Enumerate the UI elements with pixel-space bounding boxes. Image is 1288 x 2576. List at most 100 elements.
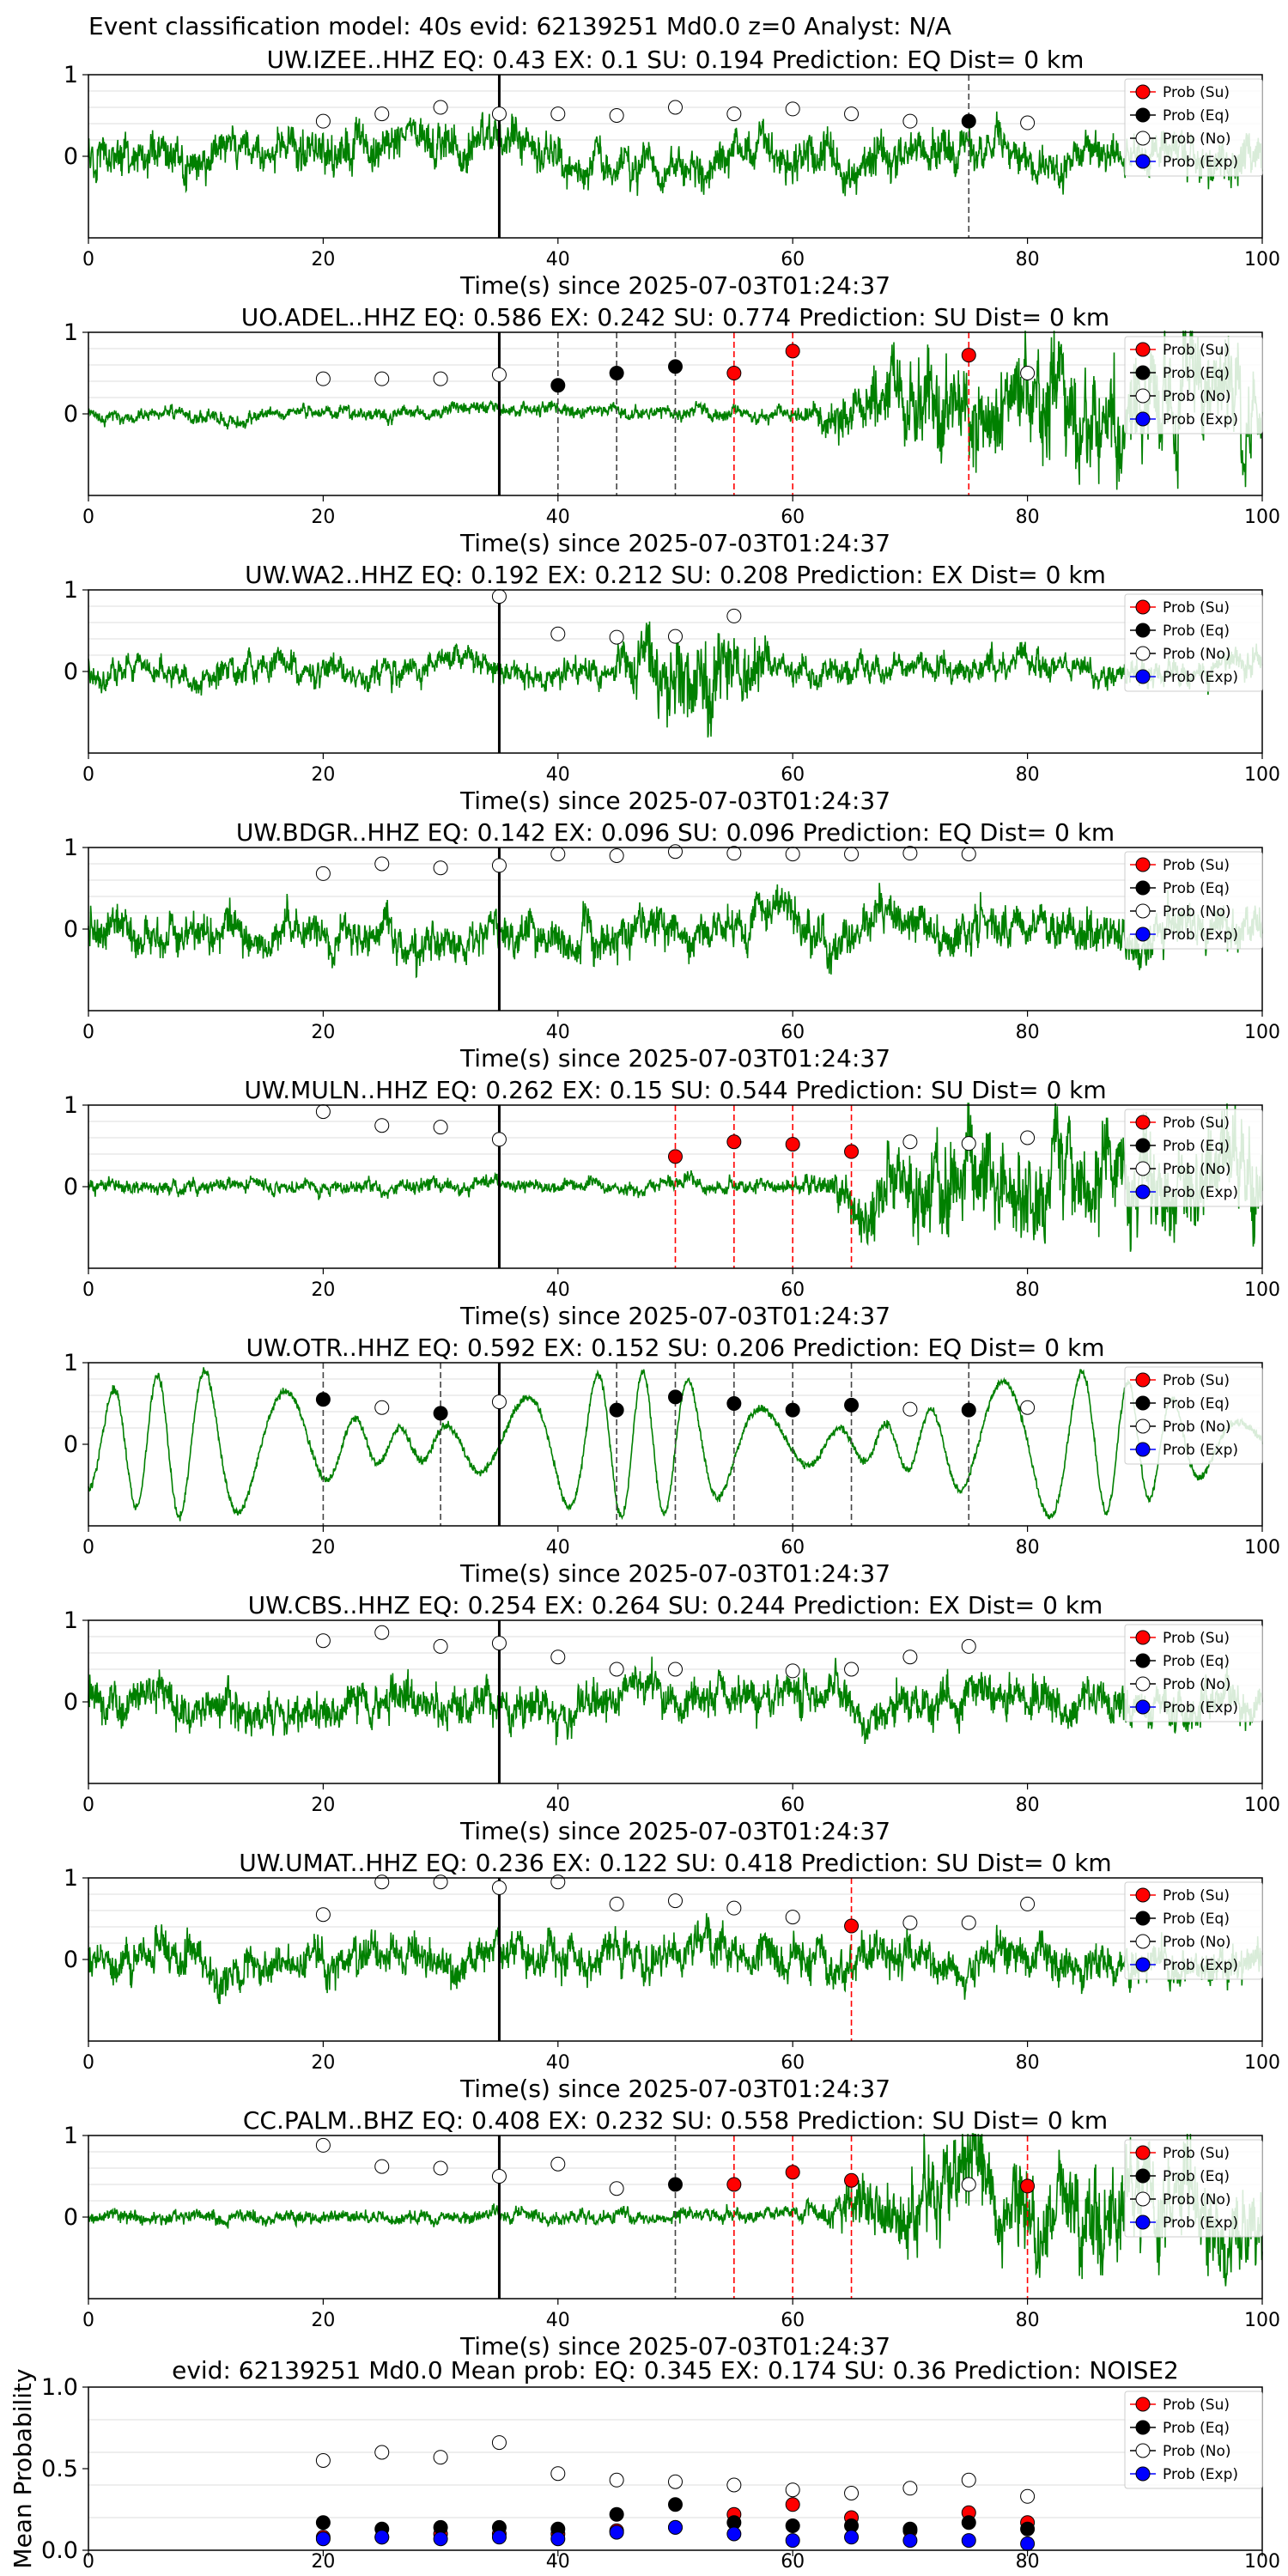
prob-no-marker bbox=[726, 106, 742, 122]
mean-prob-exp-marker bbox=[902, 2533, 918, 2549]
mean-prob-exp-marker bbox=[961, 2533, 976, 2549]
legend-marker-eq bbox=[1135, 1138, 1151, 1153]
ytick-label: 0 bbox=[64, 1431, 78, 1458]
legend-marker-no bbox=[1135, 388, 1151, 404]
xtick-label: 0 bbox=[82, 764, 94, 786]
panel-title: UW.UMAT..HHZ EQ: 0.236 EX: 0.122 SU: 0.4… bbox=[239, 1849, 1111, 1877]
mean-prob-no-marker bbox=[668, 2474, 683, 2489]
legend-label-su: Prob (Su) bbox=[1163, 342, 1230, 359]
mean-prob-no-marker bbox=[785, 2482, 800, 2498]
mean-prob-exp-marker bbox=[374, 2530, 390, 2545]
waveform-trace bbox=[88, 330, 1263, 490]
prob-eq-marker bbox=[550, 378, 566, 393]
mean-prob-eq-marker bbox=[785, 2518, 800, 2533]
prob-eq-marker bbox=[609, 366, 624, 380]
ytick-label: 0.0 bbox=[41, 2537, 78, 2564]
prob-no-marker bbox=[491, 1132, 507, 1147]
prob-su-marker bbox=[726, 2177, 742, 2192]
xtick-label: 40 bbox=[546, 2310, 570, 2331]
ytick-label: 0 bbox=[64, 1689, 78, 1716]
xtick-label: 20 bbox=[311, 2310, 335, 2331]
prob-su-marker bbox=[726, 1134, 742, 1150]
legend-label-eq: Prob (Eq) bbox=[1163, 1653, 1230, 1670]
prob-no-marker bbox=[785, 1910, 800, 1925]
ytick-label: 1 bbox=[64, 577, 78, 604]
prob-no-marker bbox=[961, 1136, 976, 1151]
xtick-label: 40 bbox=[546, 507, 570, 528]
prob-no-marker bbox=[491, 367, 507, 382]
mean-prob-eq-marker bbox=[961, 2515, 976, 2530]
mean-prob-exp-marker bbox=[550, 2531, 566, 2547]
legend-marker-exp bbox=[1135, 1442, 1151, 1457]
waveform-trace bbox=[88, 1103, 1263, 1252]
prob-no-marker bbox=[961, 1638, 976, 1654]
mean-prob-no-marker bbox=[1020, 2488, 1036, 2504]
ytick-label: 1 bbox=[64, 1092, 78, 1119]
legend-label-exp: Prob (Exp) bbox=[1163, 1184, 1238, 1201]
legend-label-su: Prob (Su) bbox=[1163, 599, 1230, 617]
prob-no-marker bbox=[550, 1649, 566, 1665]
legend-label-exp: Prob (Exp) bbox=[1163, 2215, 1238, 2232]
xtick-label: 100 bbox=[1244, 1537, 1280, 1558]
xtick-label: 40 bbox=[546, 249, 570, 270]
mean-prob-no-marker bbox=[726, 2477, 742, 2493]
prob-eq-marker bbox=[433, 1406, 448, 1421]
mean-prob-eq-marker bbox=[668, 2497, 683, 2512]
legend-marker-eq bbox=[1135, 1911, 1151, 1926]
prob-no-marker bbox=[315, 1104, 331, 1120]
mean-prob-exp-marker bbox=[491, 2530, 507, 2545]
xtick-label: 40 bbox=[546, 2052, 570, 2074]
xaxis-label: Time(s) since 2025-07-03T01:24:37 bbox=[459, 271, 890, 300]
ytick-label: 0 bbox=[64, 916, 78, 943]
xtick-label: 20 bbox=[311, 764, 335, 786]
prob-no-marker bbox=[433, 1874, 448, 1890]
waveform-trace bbox=[88, 111, 1263, 197]
legend-marker-no bbox=[1135, 1161, 1151, 1176]
xtick-label: 80 bbox=[1016, 1022, 1040, 1043]
mean-prob-eq-marker bbox=[315, 2515, 331, 2530]
xtick-label: 40 bbox=[546, 764, 570, 786]
legend-label-su: Prob (Su) bbox=[1163, 857, 1230, 874]
legend-label-su: Prob (Su) bbox=[1163, 2145, 1230, 2162]
prob-no-marker bbox=[785, 101, 800, 117]
legend-box bbox=[1124, 2391, 1263, 2489]
xtick-label: 20 bbox=[311, 249, 335, 270]
prob-su-marker bbox=[1020, 2178, 1036, 2194]
legend-label-exp: Prob (Exp) bbox=[1163, 2466, 1238, 2483]
panel-title: UW.MULN..HHZ EQ: 0.262 EX: 0.15 SU: 0.54… bbox=[244, 1076, 1106, 1104]
xtick-label: 100 bbox=[1244, 2551, 1280, 2573]
legend-marker-eq bbox=[1135, 107, 1151, 123]
prob-no-marker bbox=[374, 856, 390, 872]
panel-title: CC.PALM..BHZ EQ: 0.408 EX: 0.232 SU: 0.5… bbox=[243, 2106, 1108, 2135]
mean-prob-exp-marker bbox=[785, 2533, 800, 2549]
legend-marker-su bbox=[1135, 1372, 1151, 1388]
xtick-label: 100 bbox=[1244, 1279, 1280, 1301]
prob-su-marker bbox=[844, 1918, 860, 1934]
prob-no-marker bbox=[491, 858, 507, 873]
prob-no-marker bbox=[668, 629, 683, 644]
prob-no-marker bbox=[668, 844, 683, 860]
xtick-label: 80 bbox=[1016, 764, 1040, 786]
ytick-label: 1 bbox=[64, 2123, 78, 2149]
prob-no-marker bbox=[550, 626, 566, 641]
prob-su-marker bbox=[961, 348, 976, 363]
prob-no-marker bbox=[1020, 366, 1036, 380]
prob-no-marker bbox=[609, 1896, 624, 1911]
legend-label-eq: Prob (Eq) bbox=[1163, 880, 1230, 897]
prob-no-marker bbox=[550, 106, 566, 122]
legend-marker-eq bbox=[1135, 1653, 1151, 1668]
prob-eq-marker bbox=[726, 1396, 742, 1411]
xtick-label: 40 bbox=[546, 1279, 570, 1301]
legend-label-no: Prob (No) bbox=[1163, 1161, 1231, 1178]
prob-no-marker bbox=[433, 100, 448, 115]
legend-label-no: Prob (No) bbox=[1163, 903, 1231, 920]
prob-no-marker bbox=[668, 100, 683, 115]
legend-label-exp: Prob (Exp) bbox=[1163, 154, 1238, 171]
prob-no-marker bbox=[491, 1636, 507, 1651]
prob-no-marker bbox=[902, 1649, 918, 1665]
legend-label-no: Prob (No) bbox=[1163, 131, 1231, 148]
legend-label-su: Prob (Su) bbox=[1163, 84, 1230, 101]
